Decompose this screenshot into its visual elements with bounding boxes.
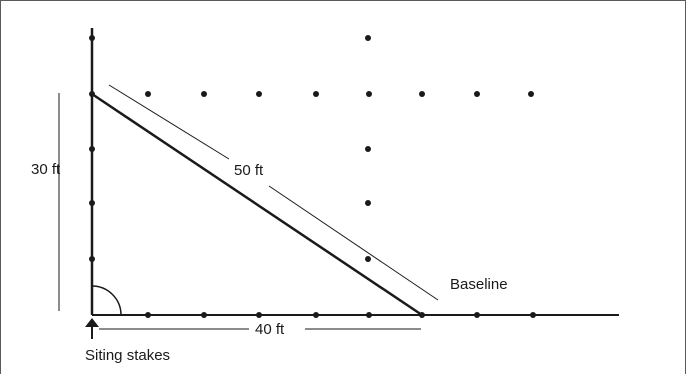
stakes-group [89,35,536,318]
base-label: 40 ft [255,321,285,338]
hypotenuse-label: 50 ft [234,162,264,179]
baseline-stake [256,312,262,318]
grid-row-stake [474,91,480,97]
vertical-line-stake [89,91,95,97]
siting-stake-arrow-icon [85,318,99,327]
vertical-line-stake [89,256,95,262]
grid-row-stake [419,91,425,97]
baseline-label: Baseline [450,276,508,293]
baseline-stake [366,312,372,318]
right-angle-arc [91,285,122,316]
grid-row-stake [201,91,207,97]
grid-column-stake [365,146,371,152]
baseline-stake [201,312,207,318]
height-label: 30 ft [31,161,61,178]
siting-stakes-label: Siting stakes [85,347,170,364]
grid-column-stake [365,256,371,262]
grid-column-stake [365,200,371,206]
baseline-stake [474,312,480,318]
baseline-stake [145,312,151,318]
grid-row-stake [256,91,262,97]
baseline-stake [313,312,319,318]
hypotenuse-dimension-line-lower [268,185,439,301]
grid-row-stake [145,91,151,97]
vertical-line-stake [89,146,95,152]
baseline-stake [530,312,536,318]
grid-row-stake [366,91,372,97]
vertical-line-stake [89,200,95,206]
diagonal-line [91,92,423,317]
baseline-stake [419,312,425,318]
grid-row-stake [528,91,534,97]
vertical-line-stake [89,35,95,41]
hypotenuse-dimension-line-upper [108,84,230,160]
grid-row-stake [313,91,319,97]
grid-column-stake [365,35,371,41]
